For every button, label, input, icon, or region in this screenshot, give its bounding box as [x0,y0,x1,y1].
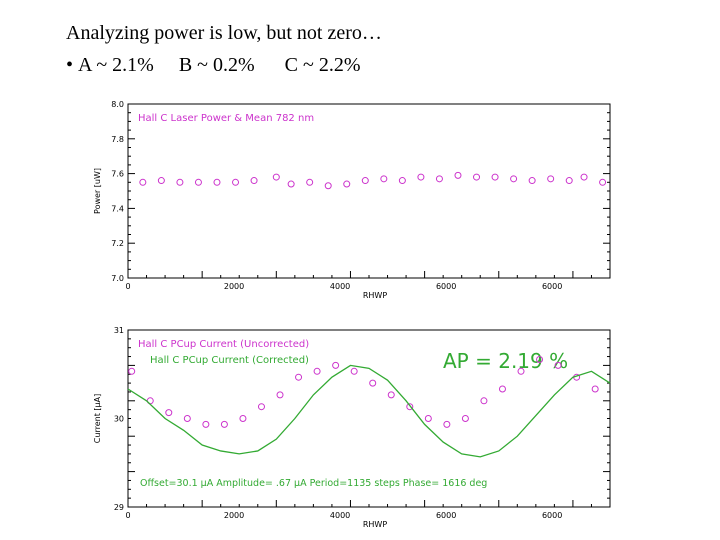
chart2-data-point [276,391,284,399]
chart1-data-point [324,182,332,190]
chart2-data-point [517,367,525,375]
chart1-xtick-label: 0 [125,282,130,291]
chart2-data-point [498,385,506,393]
chart2-title: Hall C PCup Current (Uncorrected) [138,339,309,350]
chart2-data-point [220,420,228,428]
chart1-data-point [398,177,406,185]
chart2-data-point [387,391,395,399]
chart2-data-point [369,379,377,387]
chart2-subtitle: Hall C PCup Current (Corrected) [150,355,309,366]
chart1-data-point [287,180,295,188]
chart1-data-point [417,173,425,181]
chart2-data-point [591,385,599,393]
bullet-value-b: B ~ 0.2% [178,54,255,76]
chart1-data-point [473,173,481,181]
bullet-value-c: C ~ 2.2% [284,54,361,76]
chart1-data-point [232,178,240,186]
chart2-xlabel: RHWP [363,520,387,529]
chart1-data-point [565,177,573,185]
chart1-xtick-label: 4000 [330,282,350,291]
chart1-data-point [306,178,314,186]
chart1-title: Hall C Laser Power & Mean 782 nm [138,113,314,124]
chart2-data-point [128,367,136,375]
chart2-xtick-label: 2000 [224,511,244,520]
chart1-data-point [510,175,518,183]
chart2-data-point [313,367,321,375]
chart2-data-point [202,420,210,428]
chart1-xlabel: RHWP [363,291,387,300]
chart2-data-point [165,409,173,417]
bullet-marker: • [66,54,74,76]
chart1-data-point [547,175,555,183]
slide-title: Analyzing power is low, but not zero… [66,22,382,44]
chart2-data-point [257,403,265,411]
chart1-data-point [361,177,369,185]
chart2-xtick-label: 6000 [436,511,456,520]
slide-bullet-line: • A ~ 2.1% B ~ 0.2% C ~ 2.2% [66,54,361,77]
chart2-data-point [295,373,303,381]
chart2-data-point [183,415,191,422]
chart2-ytick-label: 30 [114,415,124,424]
chart2-data-point [554,361,562,369]
chart1-ytick-label: 7.6 [111,170,124,179]
chart1-data-point [380,175,388,183]
chart1-ytick-label: 8.0 [111,100,124,109]
chart2-data-point [424,415,432,422]
chart2-series-fit-line [127,364,611,458]
chart2-data-point [406,403,414,411]
chart1-ytick-label: 7.4 [111,204,124,213]
chart2-xtick-label: 4000 [330,511,350,520]
chart1-xtick-label: 2000 [224,282,244,291]
chart2-ytick-label: 31 [114,326,124,335]
chart2-xtick-label: 6000 [542,511,562,520]
chart1-data-point [491,173,499,181]
chart1-xtick-label: 6000 [436,282,456,291]
chart1-data-point [343,180,351,188]
chart1-ytick-label: 7.2 [111,239,124,248]
chart1-ytick-label: 7.0 [111,274,124,283]
chart2-fit-label: Offset=30.1 µA Amplitude= .67 µA Period=… [140,478,487,489]
chart1-frame [127,103,611,279]
chart1-xtick-label: 6000 [542,282,562,291]
chart1-data-point [157,177,165,185]
chart2-data-point [461,415,469,422]
chart2-ytick-label: 29 [114,503,124,512]
chart1-data-point [139,178,147,186]
chart1-ylabel: Power [uW] [93,168,102,214]
chart1-ytick-label: 7.8 [111,135,124,144]
chart1-data-point [580,173,588,181]
chart2-annotation: AP = 2.19 % [443,349,568,373]
chart1-data-point [272,173,280,181]
chart1-data-point [250,177,258,185]
chart1-data-point [213,178,221,186]
chart2-ylabel: Current [µA] [93,394,102,443]
chart2-data-point [480,397,488,405]
chart1-data-point [194,178,202,186]
chart1-data-point [599,178,607,186]
chart1-data-point [176,178,184,186]
chart2-data-point [332,361,340,369]
chart2-data-point [536,356,544,363]
chart1-data-point [528,177,536,185]
chart2-data-point [443,420,451,428]
chart2-xtick-label: 0 [125,511,130,520]
bullet-value-a: A ~ 2.1% [78,54,154,76]
chart2-data-point [350,367,358,375]
chart2-data-point [239,415,247,422]
chart1-data-point [454,171,462,179]
chart1-data-point [435,175,443,183]
